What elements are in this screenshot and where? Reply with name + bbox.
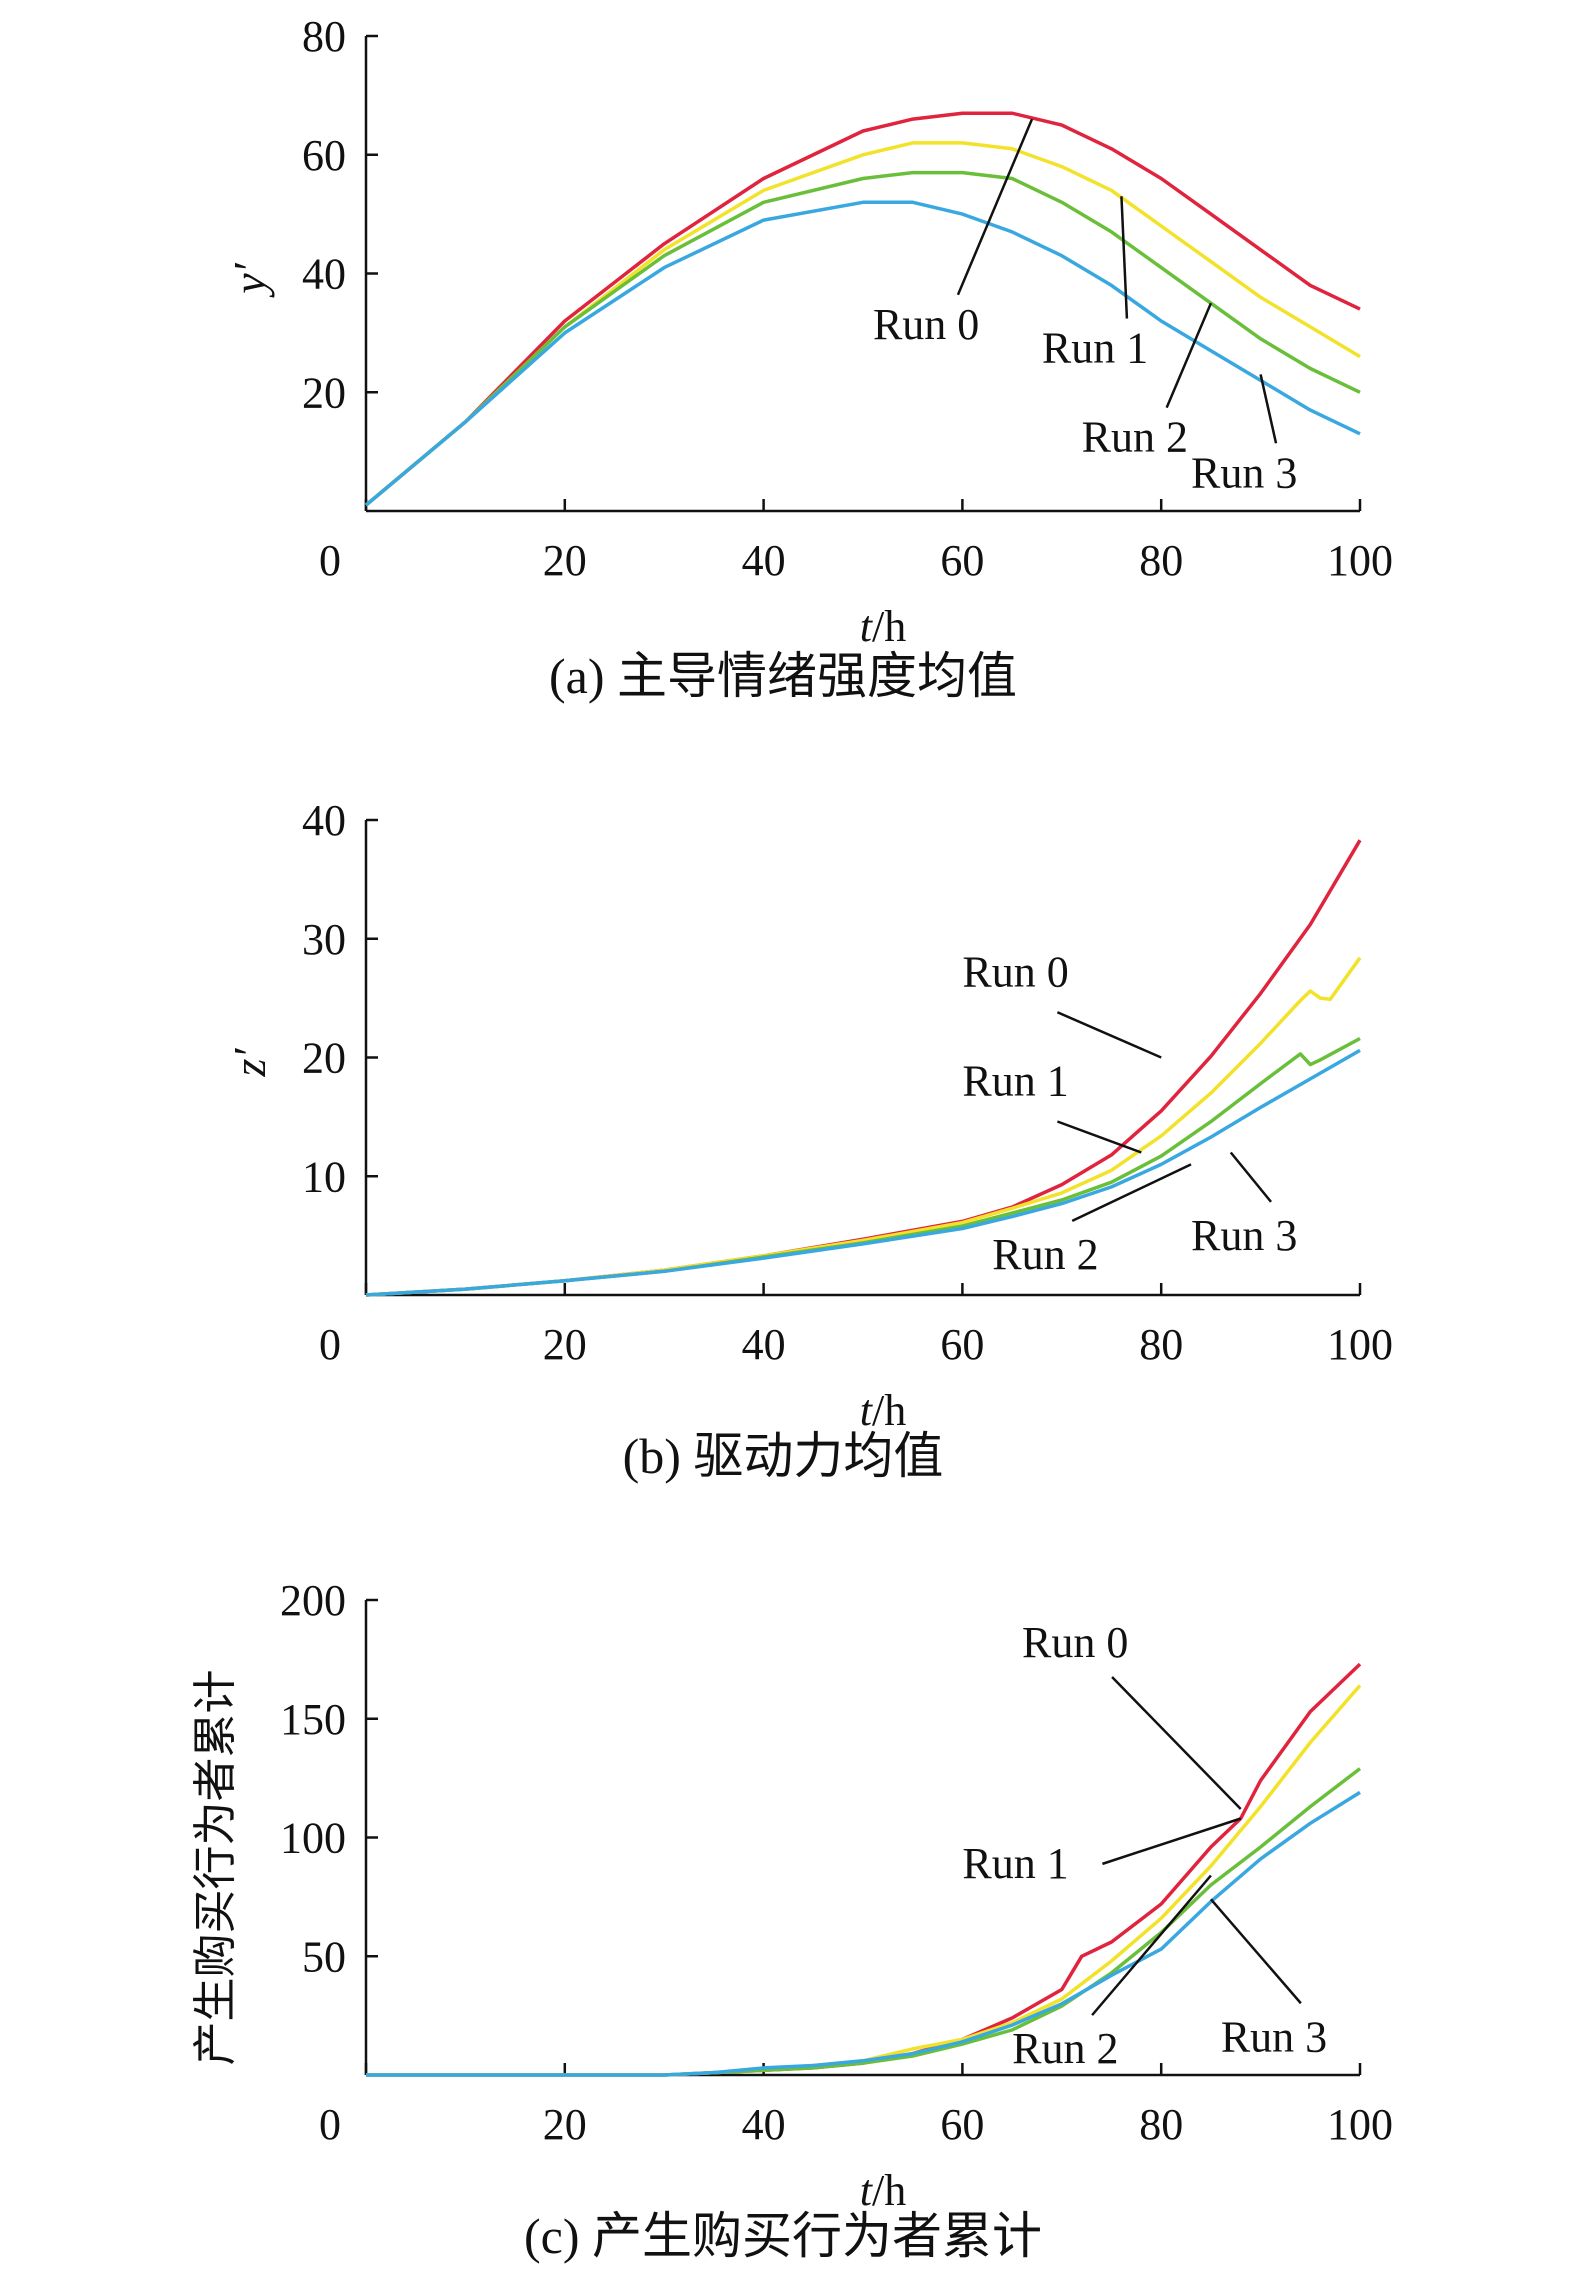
x-tick-label: 40 (742, 536, 786, 585)
x-axis-label: t/h (860, 602, 906, 651)
y-tick-label: 50 (302, 1932, 346, 1981)
x-axis-label-unit: /h (872, 602, 906, 651)
x-tick-label: 0 (319, 2100, 341, 2149)
series-line-run-2 (364, 170, 1361, 507)
series-label: Run 1 (962, 1057, 1068, 1106)
series-label: Run 0 (1022, 1618, 1128, 1667)
series-label: Run 0 (962, 947, 1068, 996)
x-axis-label-unit: /h (872, 2166, 906, 2215)
y-tick-label: 80 (302, 12, 346, 61)
panel-caption: (b) 驱动力均值 (623, 1428, 944, 1484)
leader-line (1209, 1898, 1302, 2005)
y-tick-label: 40 (302, 250, 346, 299)
x-tick-label: 60 (940, 1320, 984, 1369)
x-tick-label: 80 (1139, 1320, 1183, 1369)
series-line-run-0 (366, 1662, 1362, 2077)
y-tick-label: 20 (302, 368, 346, 417)
series-line-run-3 (366, 1790, 1361, 2077)
y-tick-label: 20 (302, 1034, 346, 1083)
series-line-run-0 (364, 111, 1361, 507)
y-tick-label: 10 (302, 1152, 346, 1201)
series-label: Run 2 (1082, 413, 1188, 462)
x-tick-label: 0 (319, 536, 341, 585)
y-tick-label: 200 (280, 1576, 346, 1625)
leader-line (1071, 1163, 1192, 1223)
x-tick-label: 60 (940, 2100, 984, 2149)
x-tick-label: 100 (1327, 536, 1393, 585)
y-tick-label: 40 (302, 796, 346, 845)
x-axis-label-var: t (860, 2166, 874, 2215)
series-label: Run 0 (873, 300, 979, 349)
x-tick-label: 60 (940, 536, 984, 585)
leader-line (956, 118, 1034, 296)
panel-c: 0 20 40 60 80 100 50 100 150 200 t/h 产生购买行为者累计 Run 0… (191, 1576, 1393, 2264)
leader-line (1229, 1151, 1272, 1203)
leader-line (1056, 1011, 1162, 1059)
x-axis-label-unit: /h (872, 1386, 906, 1435)
y-axis-label: z′ (224, 1048, 275, 1078)
panel-a: 0 20 40 60 80 100 20 40 60 80 t/h y′ Run 0 Run 1 Run 2… (224, 12, 1393, 704)
series-label: Run 1 (962, 1839, 1068, 1888)
x-tick-label: 40 (742, 2100, 786, 2149)
x-axis-label: t/h (860, 2166, 906, 2215)
x-tick-label: 40 (742, 1320, 786, 1369)
y-tick-label: 30 (302, 915, 346, 964)
x-tick-label: 100 (1327, 1320, 1393, 1369)
series-label: Run 3 (1221, 2012, 1327, 2061)
x-tick-label: 20 (543, 2100, 587, 2149)
leader-line (1165, 302, 1213, 409)
panel-b: 0 20 40 60 80 100 10 20 30 40 t/h z′ Run 0 Run 1 Run 2… (224, 796, 1393, 1484)
series-label: Run 3 (1191, 1211, 1297, 1260)
leader-line (1056, 1120, 1142, 1154)
y-tick-label: 60 (302, 131, 346, 180)
x-tick-label: 80 (1139, 2100, 1183, 2149)
series-label: Run 3 (1191, 448, 1297, 497)
x-tick-label: 0 (319, 1320, 341, 1369)
panel-caption: (a) 主导情绪强度均值 (549, 648, 1017, 704)
y-tick-label: 150 (280, 1695, 346, 1744)
leader-line (1111, 1676, 1242, 1810)
x-tick-label: 80 (1139, 536, 1183, 585)
series-label: Run 2 (1012, 2024, 1118, 2073)
series-label: Run 2 (992, 1230, 1098, 1279)
series-line-run-1 (364, 141, 1361, 507)
leader-line (1091, 1874, 1212, 2016)
series-line-run-2 (366, 1767, 1362, 2077)
x-tick-label: 20 (543, 1320, 587, 1369)
y-tick-label: 100 (280, 1814, 346, 1863)
leader-line (1102, 1817, 1242, 1866)
panel-caption: (c) 产生购买行为者累计 (524, 2208, 1042, 2264)
series-line-run-3 (365, 1048, 1361, 1297)
y-axis-label: 产生购买行为者累计 (191, 1670, 240, 2066)
leader-line (1259, 374, 1278, 444)
series-label: Run 1 (1042, 324, 1148, 373)
x-axis-label-var: t (860, 602, 874, 651)
x-axis-label-var: t (860, 1386, 874, 1435)
x-tick-label: 20 (543, 536, 587, 585)
leader-line (1120, 196, 1129, 319)
x-axis-label: t/h (860, 1386, 906, 1435)
series-line-run-1 (366, 1684, 1362, 2077)
y-axis-label: y′ (224, 262, 275, 297)
x-tick-label: 100 (1327, 2100, 1393, 2149)
